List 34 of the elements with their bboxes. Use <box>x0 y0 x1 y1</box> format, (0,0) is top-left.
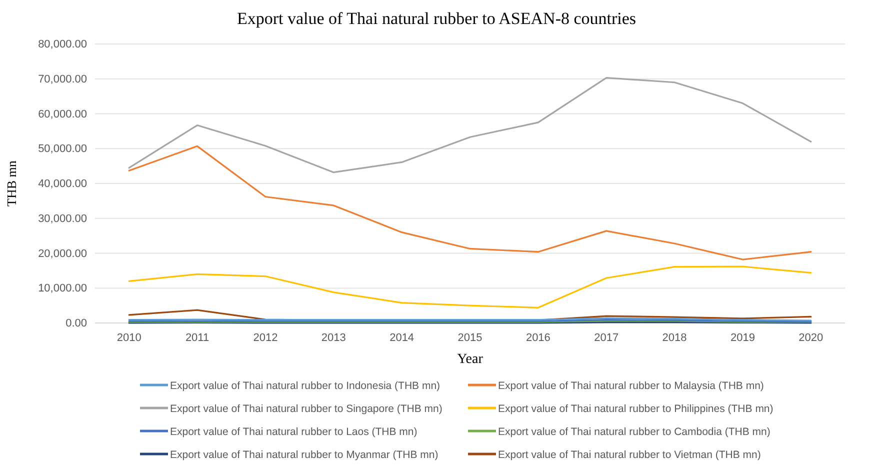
legend-label: Export value of Thai natural rubber to Malaysia (THB mn) <box>498 380 764 392</box>
y-tick-label: 80,000.00 <box>38 38 87 51</box>
x-tick-label: 2013 <box>321 332 346 344</box>
x-axis-title: Year <box>457 352 484 367</box>
x-tick-label: 2020 <box>798 332 824 344</box>
x-tick-label: 2014 <box>390 332 414 344</box>
x-tick-label: 2016 <box>526 332 550 344</box>
x-tick-label: 2017 <box>594 332 619 344</box>
legend-label: Export value of Thai natural rubber to Laos (THB mn) <box>170 426 418 438</box>
y-tick-label: 30,000.00 <box>38 212 87 225</box>
y-tick-label: 50,000.00 <box>38 143 87 156</box>
y-tick-label: 40,000.00 <box>38 178 87 190</box>
x-tick-label: 2012 <box>253 332 278 344</box>
y-tick-label: 70,000.00 <box>38 73 87 86</box>
legend-label: Export value of Thai natural rubber to Singapore (THB mn) <box>170 403 442 415</box>
line-series <box>128 77 812 174</box>
legend-label: Export value of Thai natural rubber to Vietman (THB mn) <box>498 449 761 461</box>
y-tick-label: 0.00 <box>66 318 87 330</box>
x-tick-label: 2010 <box>116 332 142 344</box>
legend-label: Export value of Thai natural rubber to Indonesia (THB mn) <box>170 380 440 392</box>
x-tick-label: 2011 <box>185 332 210 344</box>
chart-title: Export value of Thai natural rubber to ASEAN-8 countries <box>236 9 636 28</box>
y-tick-label: 20,000.00 <box>38 248 87 260</box>
x-tick-label: 2019 <box>730 332 755 344</box>
legend-label: Export value of Thai natural rubber to Myanmar (THB mn) <box>170 449 438 461</box>
x-tick-label: 2015 <box>458 332 482 344</box>
line-series <box>128 145 812 260</box>
legend-label: Export value of Thai natural rubber to Cambodia (THB mn) <box>498 426 770 438</box>
y-tick-label: 10,000.00 <box>38 282 87 295</box>
x-tick-label: 2018 <box>662 332 687 344</box>
y-axis-title: THB mn <box>4 160 19 206</box>
line-series <box>128 266 812 308</box>
y-tick-label: 60,000.00 <box>38 108 87 120</box>
legend-label: Export value of Thai natural rubber to Philippines (THB mn) <box>498 403 774 415</box>
